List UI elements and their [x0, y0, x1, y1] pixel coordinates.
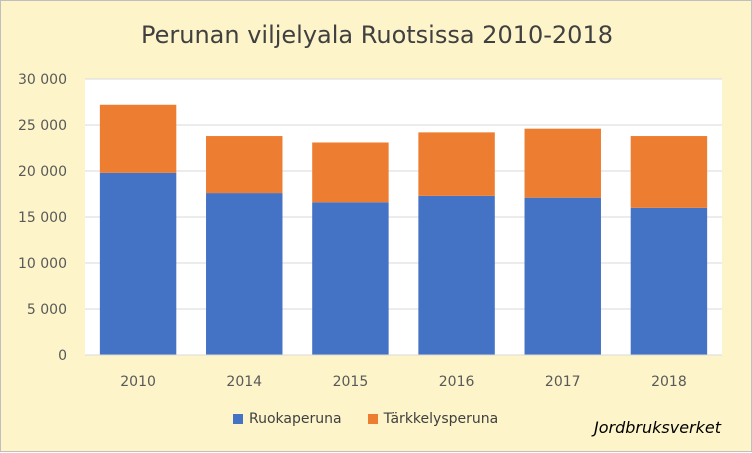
- x-tick-label: 2010: [120, 374, 156, 390]
- y-tick-label: 15 000: [18, 210, 67, 226]
- legend-label-tarkkelysperuna: Tärkkelysperuna: [383, 411, 499, 427]
- bar-ruokaperuna-2018: [630, 207, 708, 355]
- bar-ruokaperuna-2010: [99, 172, 177, 355]
- y-tick-label: 30 000: [18, 72, 67, 88]
- y-tick-label: 25 000: [18, 118, 67, 134]
- bar-tarkkelysperuna-2015: [312, 142, 389, 203]
- x-tick-label: 2017: [545, 374, 581, 390]
- x-tick-label: 2014: [226, 374, 262, 390]
- legend-item-ruokaperuna: Ruokaperuna: [233, 411, 342, 427]
- x-tick-label: 2015: [333, 374, 369, 390]
- bar-ruokaperuna-2015: [312, 202, 389, 355]
- bar-tarkkelysperuna-2010: [99, 104, 177, 173]
- y-tick-label: 5 000: [27, 302, 67, 318]
- chart-title: Perunan viljelyala Ruotsissa 2010-2018: [140, 21, 613, 49]
- x-tick-label: 2018: [651, 374, 687, 390]
- chart-legend: Ruokaperuna Tärkkelysperuna: [233, 411, 524, 427]
- bar-tarkkelysperuna-2016: [418, 132, 495, 196]
- legend-label-ruokaperuna: Ruokaperuna: [249, 411, 342, 427]
- source-note: Jordbruksverket: [594, 418, 721, 437]
- bar-tarkkelysperuna-2014: [206, 136, 283, 194]
- legend-item-tarkkelysperuna: Tärkkelysperuna: [367, 411, 499, 427]
- legend-swatch-ruokaperuna: [233, 414, 243, 424]
- bar-ruokaperuna-2017: [524, 197, 601, 355]
- legend-swatch-tarkkelysperuna: [367, 414, 378, 424]
- bar-tarkkelysperuna-2018: [630, 136, 708, 208]
- y-tick-label: 20 000: [18, 164, 67, 180]
- bar-tarkkelysperuna-2017: [524, 128, 601, 198]
- x-tick-label: 2016: [439, 374, 475, 390]
- bar-ruokaperuna-2014: [206, 193, 283, 355]
- y-tick-label: 0: [58, 348, 67, 364]
- bar-ruokaperuna-2016: [418, 195, 495, 355]
- y-tick-label: 10 000: [18, 256, 67, 272]
